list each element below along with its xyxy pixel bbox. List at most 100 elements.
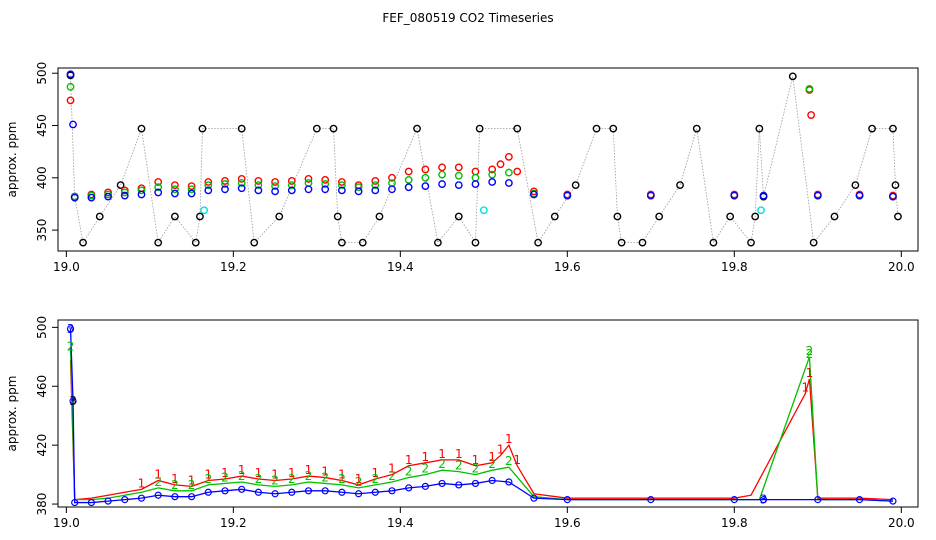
data-point-black [726,212,735,221]
point-marker-2: 2 [806,344,814,358]
data-point-red [254,177,263,185]
data-point-green [187,185,196,194]
point-marker-1: 1 [321,465,329,479]
point-label: 3 [69,394,77,408]
data-point-3 [288,488,296,496]
plot-frame [57,67,919,252]
data-point-blue [730,191,739,200]
data-point-blue [120,191,129,200]
data-point-black [830,212,839,221]
data-point-blue [271,187,279,196]
point-marker-1: 1 [505,432,513,446]
data-point-black [571,181,580,190]
data-point-black [275,212,284,221]
data-point-3 [338,488,346,496]
data-point-green [471,173,480,182]
point-marker-2: 2 [238,469,246,483]
data-point-red [66,96,75,105]
data-point-red [421,165,430,174]
data-point-3 [388,487,396,495]
data-point-blue [170,189,179,198]
data-point-black [154,238,163,247]
x-tick-label: 19.0 [53,516,80,530]
data-point-3 [488,476,496,485]
data-point-blue [488,178,497,186]
data-point-red [221,177,229,185]
point-marker-1: 1 [188,473,196,487]
data-point-green [438,170,446,179]
point-marker-1: 1 [371,466,379,480]
data-point-green [304,179,313,187]
point-marker-2: 2 [355,475,363,489]
plot-frame [57,319,919,508]
point-marker-1: 1 [405,453,413,467]
data-point-black [709,238,718,247]
data-point-3 [405,484,413,492]
point-marker-1: 1 [806,366,814,380]
data-point-blue [371,186,380,195]
y-tick-label: 450 [35,114,49,137]
data-point-blue [221,185,229,194]
plot-area [66,70,902,247]
data-point-blue [504,179,513,187]
data-point-blue [204,186,213,195]
point-marker-2: 2 [255,472,263,486]
data-point-blue [421,182,430,191]
data-point-red [321,175,330,184]
data-point-black [333,212,342,221]
data-point-blue [154,188,163,197]
data-point-green [204,181,213,190]
x-tick-label: 19.6 [554,516,581,530]
data-point-red [438,163,446,172]
point-marker-2: 2 [422,462,430,476]
data-point-3 [814,496,822,504]
data-point-blue [70,193,79,202]
point-marker-1: 1 [488,450,496,464]
data-point-black [329,124,338,133]
point-label: 3 [760,493,768,507]
x-tick-label: 19.6 [554,260,581,274]
data-point-black [454,212,463,221]
data-point-black [534,238,542,247]
data-point-black [375,212,384,221]
data-point-black [434,238,442,247]
data-point-blue [454,181,463,190]
point-marker-2: 2 [371,472,379,486]
data-point-blue [287,186,296,195]
data-point-red [154,178,163,186]
point-marker-1: 1 [497,442,505,456]
data-point-blue [813,191,822,200]
data-point-3 [271,490,279,498]
data-point-green [504,168,513,177]
data-point-green [66,82,75,91]
data-point-black [613,212,622,221]
data-point-black [312,124,321,133]
point-marker-1: 1 [271,467,279,481]
data-point-3 [730,496,738,504]
point-marker-1: 1 [238,463,246,477]
data-point-blue [104,192,112,201]
point-marker-1: 1 [338,467,346,481]
data-point-black [95,212,104,221]
point-marker-2: 2 [154,475,162,489]
y-axis-label: approx. ppm [5,122,19,198]
point-marker-1: 1 [154,467,162,481]
point-marker-1: 1 [513,453,521,467]
data-point-black [170,212,179,221]
point-marker-2: 2 [204,472,212,486]
data-point-red [237,174,246,183]
data-point-green [488,170,497,179]
data-point-red [271,178,279,186]
data-point-green [170,185,179,194]
data-point-3 [647,496,655,504]
point-marker-2: 2 [438,457,446,471]
data-point-3 [563,496,571,504]
data-point-red [204,178,213,186]
data-point-black [198,124,207,133]
data-point-blue [137,190,146,199]
data-point-black [471,238,480,247]
data-point-black [191,238,200,247]
data-point-3 [304,487,313,495]
point-marker-1: 1 [438,447,446,461]
point-marker-1: 1 [388,462,396,476]
